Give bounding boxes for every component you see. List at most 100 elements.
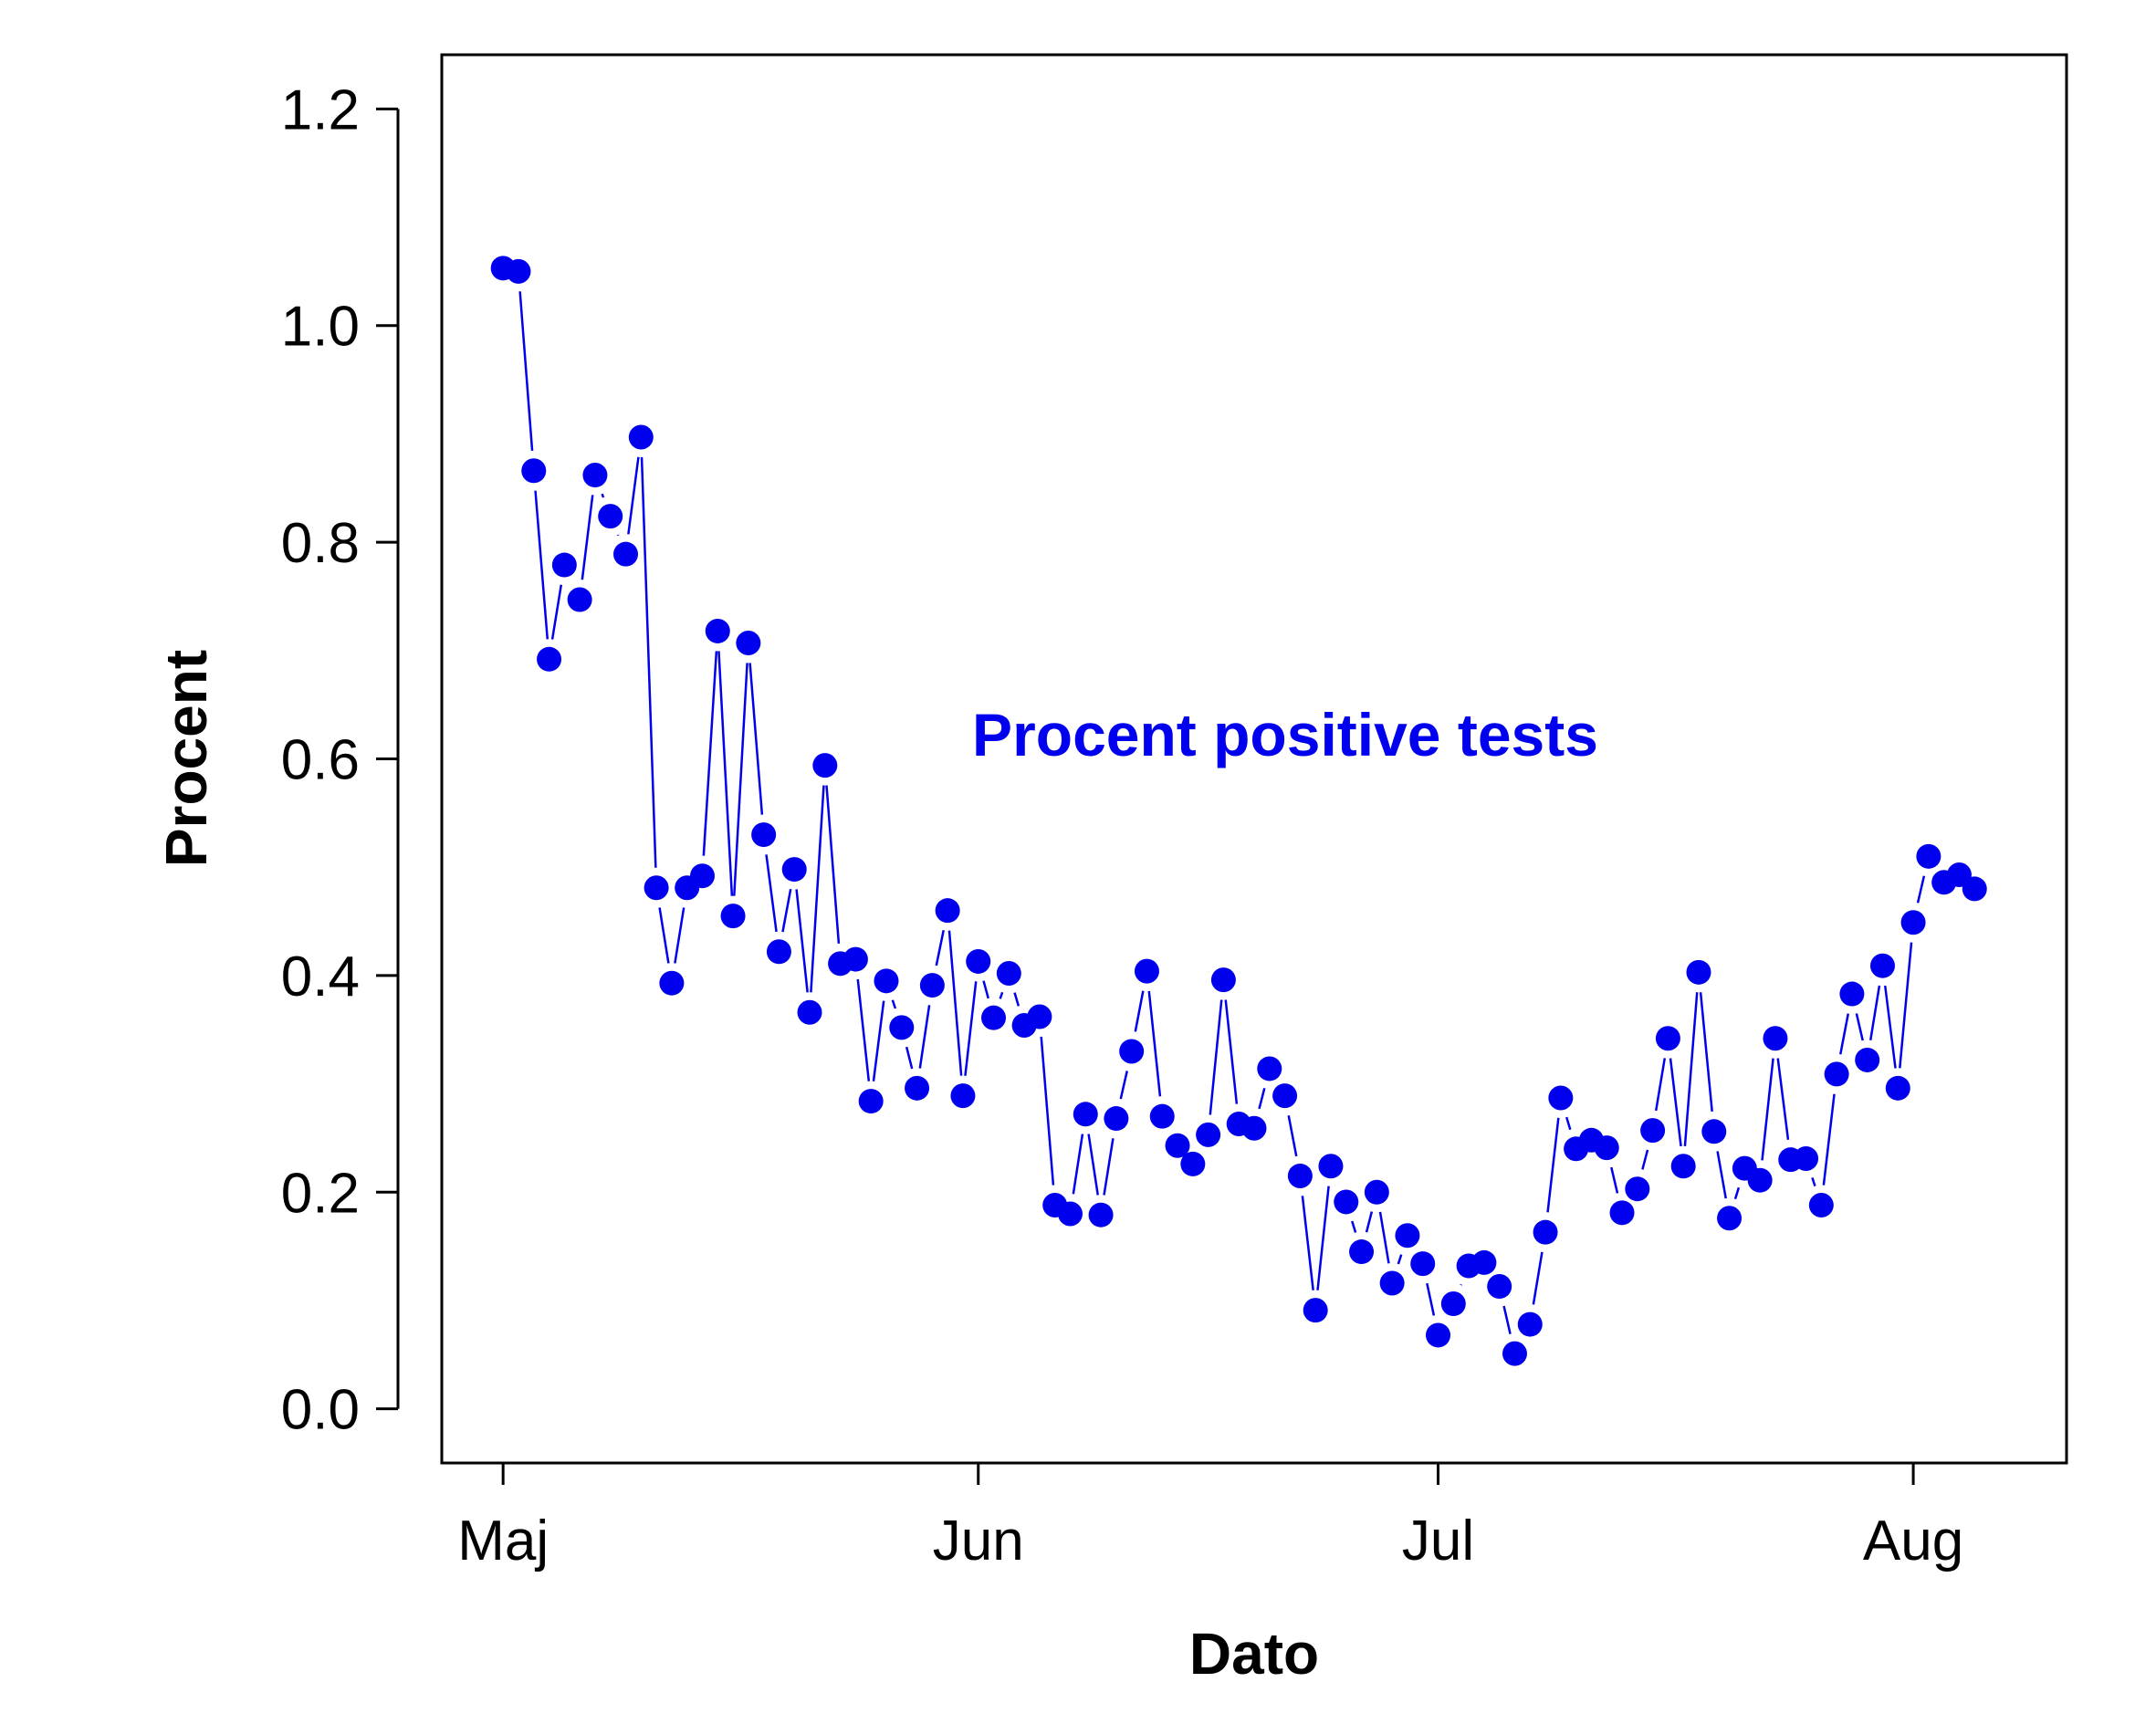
data-point [1364,1179,1389,1205]
data-point [1855,1047,1880,1072]
series-segment [964,981,978,1076]
data-point [1548,1085,1574,1111]
series-segment [1287,1115,1298,1157]
x-tick-label: Jul [1402,1510,1474,1572]
series-segment [1916,875,1926,904]
series-segment [1103,1138,1115,1196]
series-segment [856,978,871,1081]
data-point [797,999,822,1025]
data-point [905,1075,930,1101]
data-point [1763,1026,1788,1051]
series-segment [1426,1282,1436,1316]
data-point [1210,967,1236,993]
x-axis: Maj Jun Jul Aug [457,1461,1963,1572]
y-tick-label: 0.8 [281,512,360,575]
series-segment [872,1000,885,1081]
series-segment [1610,1166,1619,1194]
series-segment [1811,1176,1816,1187]
series-segment [1532,1251,1544,1305]
data-point [1471,1249,1497,1275]
series-segment [795,889,809,993]
y-tick-label: 1.0 [281,296,360,359]
series-segment [658,907,670,964]
data-point [1747,1167,1773,1193]
data-point [1594,1135,1619,1161]
series-segment [550,584,563,640]
data-point [751,822,777,848]
y-tick-label: 0.0 [281,1379,360,1442]
data-point [1824,1061,1849,1087]
data-point [1869,953,1895,978]
data-point [1134,958,1159,984]
data-point [1241,1115,1267,1141]
series-segment [1502,1305,1512,1334]
series-segment [1654,1058,1667,1112]
data-point [1487,1274,1512,1300]
series-segment [1699,992,1713,1113]
y-axis: 0.0 0.2 0.4 0.6 0.8 1.0 1.2 [281,78,400,1442]
series-segment [674,907,686,964]
data-point [1686,959,1711,985]
series-segment [1855,1013,1864,1041]
series-segment [1868,985,1881,1040]
data-point [567,587,592,612]
series-segment [1733,1186,1741,1200]
data-point [1885,1075,1910,1101]
data-point [1379,1270,1405,1296]
series-segment [581,495,594,580]
series-segment [1716,1151,1727,1199]
data-point [1640,1118,1666,1144]
data-point [1808,1193,1834,1218]
data-point [736,630,761,655]
y-tick-label: 1.2 [281,78,360,141]
data-point [1916,843,1941,869]
data-point [1303,1298,1328,1323]
data-point [644,875,669,901]
series-positive-percent [490,256,1987,1366]
data-point [506,258,531,284]
data-point [1655,1026,1680,1051]
series-segment [781,888,792,933]
data-point [889,1015,915,1040]
series-segment [1641,1149,1649,1170]
data-point [981,1005,1007,1030]
data-point [1349,1239,1375,1265]
data-point [1104,1106,1129,1132]
x-tick-label: Jun [933,1510,1024,1572]
data-point [1119,1039,1145,1064]
data-point [521,458,547,484]
series-segment [1669,1058,1682,1147]
data-point [659,970,685,996]
series-segment [1378,1211,1390,1264]
data-point [1334,1189,1359,1215]
series-segment [947,930,963,1076]
series-segment [1565,1116,1572,1131]
series-segment [1883,985,1897,1069]
data-point [996,961,1021,987]
data-point [1257,1056,1282,1081]
y-tick-label: 0.6 [281,729,360,792]
series-segment [1258,1087,1266,1110]
series-segment [1301,1196,1314,1290]
data-point [1701,1119,1727,1144]
series-segment [810,785,825,993]
data-point [1426,1322,1451,1348]
series-segment [1209,999,1223,1115]
data-point [582,463,608,488]
series-segment [1087,1134,1100,1196]
series-segment [733,663,748,896]
data-point [1440,1291,1466,1317]
series-segment [627,456,640,535]
data-point [1318,1154,1344,1179]
data-point [628,424,654,450]
data-point [935,898,960,924]
x-tick-label: Aug [1863,1510,1963,1572]
data-point [1625,1176,1650,1202]
series-segment [905,1046,914,1070]
data-point [1609,1200,1635,1226]
data-point [812,753,838,778]
series-segment [1147,990,1162,1097]
data-point [705,618,730,643]
data-point [1839,981,1865,1007]
